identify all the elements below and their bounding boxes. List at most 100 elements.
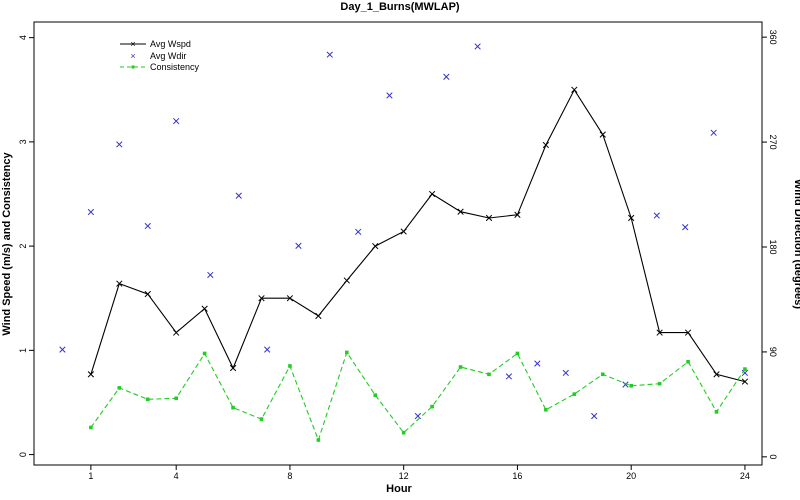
data-point-wspd [372,242,379,250]
legend-label-wspd: Avg Wspd [150,39,191,49]
data-point-consistency [202,351,207,356]
data-point-consistency [629,383,633,388]
data-point-wdir [116,141,123,148]
y-axis-right-title: Wind Direction (degrees) [792,179,800,309]
x-axis-title: Hour [386,483,412,495]
y-right-tick-label: 90 [768,347,778,357]
data-point-wspd [514,211,521,218]
legend-item-consistency: Consistency [120,62,200,72]
data-point-wspd [315,312,322,320]
data-point-wdir [622,381,629,388]
data-point-consistency [600,372,605,377]
data-point-consistency [288,364,292,368]
x-tick-label: 1 [88,471,93,481]
x-tick-label: 4 [174,471,179,481]
data-point-consistency [89,425,93,430]
legend-item-wspd: × Avg Wspd [120,39,191,49]
data-point-consistency [174,396,178,401]
chart-title: Day_1_Burns(MWLAP) [340,1,460,13]
legend-marker-wspd: × [130,39,135,49]
data-point-consistency [117,386,122,390]
data-point-wdir [173,117,180,125]
data-point-wspd [286,295,294,302]
data-point-wdir [505,373,513,380]
y-right-tick-label: 180 [768,239,778,254]
data-point-wdir [710,129,717,136]
data-point-wdir [264,346,271,353]
data-point-wdir [207,271,214,279]
data-point-consistency [714,410,719,414]
legend-label-wdir: Avg Wdir [150,51,186,61]
y-left-tick-label: 2 [18,244,28,249]
data-point-wdir [682,224,689,231]
data-point-wspd [343,277,350,284]
data-point-consistency [231,405,235,410]
data-point-wspd [116,280,123,287]
data-point-wdir [355,228,362,235]
data-point-wspd [656,329,663,336]
data-point-wdir [295,242,302,249]
data-point-consistency [487,372,491,377]
y-left-tick-label: 3 [18,139,28,144]
series-wdir [59,43,749,420]
x-tick-label: 8 [287,471,292,481]
data-point-wspd [87,371,95,378]
data-point-wdir [235,192,242,199]
data-point-wdir [474,43,481,50]
series-consistency [89,350,747,442]
data-point-consistency [401,430,406,435]
data-point-wdir [144,222,151,230]
legend-label-consistency: Consistency [150,62,200,72]
data-point-wdir [87,208,95,216]
series-layer [59,43,749,442]
data-point-wspd [428,190,436,198]
data-point-wspd [542,141,550,149]
series-line-consistency [90,351,746,442]
data-point-wdir [534,360,541,367]
data-point-wspd [173,329,180,336]
series-wspd [87,86,749,385]
x-tick-label: 16 [512,471,522,481]
data-point-consistency [544,407,548,412]
data-point-consistency [145,397,150,402]
data-point-wdir [653,212,660,219]
y-axis-left-title: Wind Speed (m/s) and Consistency [1,151,13,335]
data-point-wspd [741,378,749,385]
data-point-wdir [443,73,450,80]
data-point-wspd [571,86,578,93]
y-left-tick-label: 1 [18,348,28,353]
data-point-consistency [430,404,434,409]
data-point-wspd [144,290,151,298]
data-point-consistency [345,350,349,355]
data-point-consistency [373,393,378,397]
y-right-tick-label: 270 [768,135,778,150]
data-point-consistency [458,365,463,369]
data-point-consistency [515,351,520,356]
data-point-wdir [326,51,333,58]
data-point-consistency [316,438,321,442]
series-line-wspd [90,88,746,383]
data-point-wspd [628,214,635,222]
data-point-consistency [657,381,662,386]
data-point-wspd [258,295,265,302]
y-left-tick-label: 0 [18,452,28,457]
legend-item-wdir: × Avg Wdir [130,51,186,61]
data-point-wspd [713,371,720,378]
x-tick-label: 24 [740,471,750,481]
data-point-consistency [572,392,577,396]
legend: × Avg Wspd × Avg Wdir Consistency [120,36,202,74]
data-point-wspd [229,364,237,372]
data-point-wspd [201,305,208,312]
data-point-wspd [485,214,493,222]
y-left-tick-label: 4 [18,35,28,40]
data-point-consistency [743,367,747,371]
data-point-wdir [59,346,66,353]
plot-frame [33,21,763,466]
y-right-tick-label: 0 [768,454,778,459]
data-point-wdir [386,92,393,99]
data-point-consistency [686,360,690,364]
data-point-wspd [599,131,606,138]
y-right-tick-label: 360 [768,30,778,45]
